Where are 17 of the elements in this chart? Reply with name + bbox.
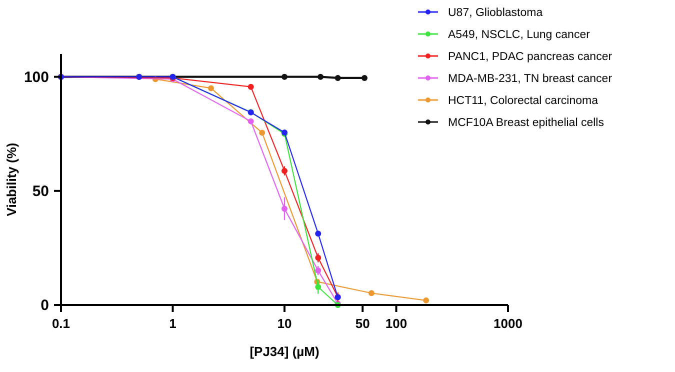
x-tick-label: 10 xyxy=(277,316,292,331)
legend-label: A549, NSCLC, Lung cancer xyxy=(448,29,590,41)
x-tick-label: 1000 xyxy=(494,316,522,331)
x-tick-label: 100 xyxy=(385,316,408,331)
legend-label: PANC1, PDAC pancreas cancer xyxy=(448,51,612,63)
x-tick-label: 1 xyxy=(169,316,176,331)
legend-label: U87, Glioblastoma xyxy=(448,7,544,19)
legend-label: HCT11, Colorectal carcinoma xyxy=(448,95,599,107)
y-tick-label: 100 xyxy=(24,68,49,86)
legend-label: MDA-MB-231, TN breast cancer xyxy=(448,73,612,85)
x-tick-label: 50 xyxy=(355,316,370,331)
x-axis-title: [PJ34] (µM) xyxy=(250,344,320,359)
legend-label: MCF10A Breast epithelial cells xyxy=(448,117,604,129)
x-tick-label: 0.1 xyxy=(52,316,70,331)
y-tick-label: 0 xyxy=(40,297,49,314)
y-tick-label: 50 xyxy=(32,182,49,200)
y-axis-title: Viability (%) xyxy=(4,142,19,216)
